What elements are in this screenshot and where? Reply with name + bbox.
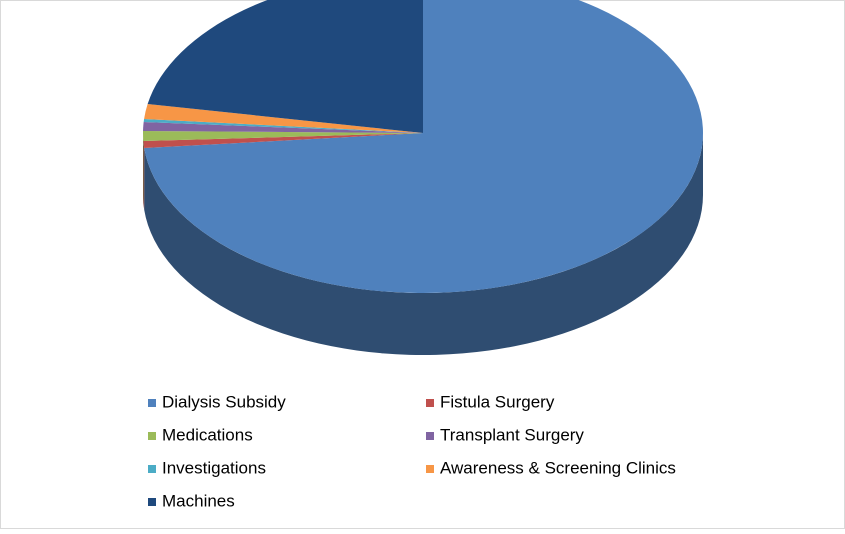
legend-swatch (148, 498, 156, 506)
legend-swatch (148, 399, 156, 407)
legend-swatch (426, 432, 434, 440)
legend-label: Machines (162, 491, 235, 510)
legend-label: Fistula Surgery (440, 392, 555, 411)
legend-swatch (148, 465, 156, 473)
legend-label: Awareness & Screening Clinics (440, 458, 676, 477)
legend-label: Medications (162, 425, 253, 444)
legend-swatch (426, 465, 434, 473)
legend-swatch (148, 432, 156, 440)
slice-side (143, 141, 144, 210)
legend-swatch (426, 399, 434, 407)
legend-label: Transplant Surgery (440, 425, 584, 444)
pie (143, 0, 703, 355)
legend-label: Dialysis Subsidy (162, 392, 286, 411)
legend-label: Investigations (162, 458, 266, 477)
